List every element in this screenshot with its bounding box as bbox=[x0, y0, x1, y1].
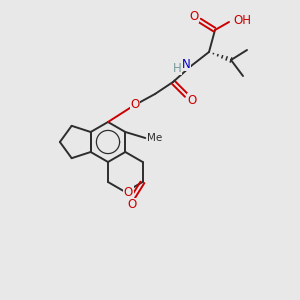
Text: O: O bbox=[189, 10, 199, 22]
Text: N: N bbox=[182, 58, 190, 70]
Text: Me: Me bbox=[147, 133, 163, 143]
Text: O: O bbox=[124, 185, 133, 199]
Text: OH: OH bbox=[233, 14, 251, 26]
Text: O: O bbox=[127, 199, 136, 212]
Text: H: H bbox=[172, 61, 182, 74]
Text: O: O bbox=[188, 94, 196, 106]
Text: O: O bbox=[130, 98, 140, 112]
